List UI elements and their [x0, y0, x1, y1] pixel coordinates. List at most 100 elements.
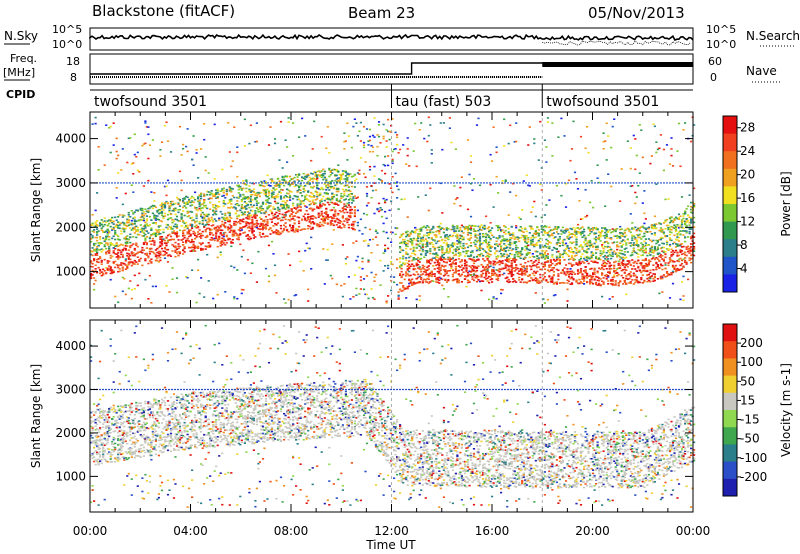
- data-cell: [365, 186, 369, 188]
- data-cell: [435, 264, 438, 267]
- data-cell: [320, 174, 323, 176]
- data-cell: [402, 144, 405, 146]
- data-cell: [584, 236, 587, 239]
- data-cell: [533, 142, 536, 145]
- data-cell: [331, 195, 334, 198]
- data-cell: [513, 254, 516, 256]
- data-cell: [112, 144, 115, 146]
- data-cell: [243, 201, 246, 203]
- data-cell: [145, 126, 148, 128]
- data-cell: [362, 144, 366, 146]
- data-cell: [91, 266, 94, 268]
- data-cell: [222, 223, 225, 226]
- data-cell: [482, 233, 485, 236]
- data-cell: [313, 203, 316, 206]
- data-cell: [132, 236, 135, 238]
- data-cell: [311, 227, 314, 230]
- data-cell: [326, 218, 329, 220]
- data-cell: [115, 157, 118, 160]
- data-cell: [536, 270, 539, 273]
- data-cell: [353, 186, 356, 188]
- data-cell: [195, 213, 198, 215]
- data-cell: [465, 250, 468, 252]
- data-cell: [509, 270, 512, 273]
- data-cell: [290, 191, 293, 193]
- data-cell: [399, 261, 402, 263]
- data-cell: [203, 123, 206, 125]
- data-cell: [292, 122, 295, 124]
- data-cell: [311, 209, 314, 212]
- data-cell: [397, 188, 400, 191]
- data-cell: [340, 284, 343, 287]
- data-cell: [313, 208, 316, 210]
- data-cell: [548, 241, 551, 244]
- data-cell: [462, 232, 465, 234]
- data-cell: [150, 250, 153, 253]
- data-cell: [148, 274, 151, 277]
- data-cell: [555, 228, 558, 231]
- data-cell: [483, 276, 486, 279]
- data-cell: [156, 231, 159, 233]
- data-cell: [382, 123, 385, 126]
- data-cell: [340, 211, 343, 213]
- data-cell: [203, 225, 206, 227]
- data-cell: [270, 178, 274, 180]
- data-cell: [453, 242, 456, 245]
- data-cell: [123, 222, 126, 224]
- data-cell: [344, 218, 347, 220]
- data-cell: [504, 264, 507, 266]
- data-cell: [584, 270, 587, 273]
- data-cell: [539, 120, 542, 123]
- data-cell: [448, 269, 451, 272]
- data-cell: [99, 236, 102, 238]
- data-cell: [156, 251, 159, 254]
- data-cell: [558, 255, 561, 257]
- data-cell: [133, 223, 136, 225]
- data-cell: [174, 245, 177, 247]
- data-cell: [237, 204, 240, 207]
- data-cell: [183, 234, 186, 237]
- data-cell: [91, 262, 94, 265]
- data-cell: [115, 245, 118, 247]
- data-cell: [166, 255, 170, 257]
- data-cell: [462, 245, 465, 247]
- data-cell: [578, 260, 581, 263]
- data-cell: [566, 235, 569, 238]
- data-cell: [94, 221, 97, 224]
- data-cell: [195, 301, 198, 304]
- data-cell: [289, 225, 292, 227]
- data-cell: [534, 292, 537, 294]
- data-cell: [105, 272, 108, 275]
- data-cell: [539, 247, 542, 249]
- data-cell: [239, 209, 242, 212]
- data-cell: [566, 268, 569, 270]
- data-cell: [207, 221, 210, 223]
- data-cell: [266, 200, 269, 202]
- data-cell: [365, 275, 369, 277]
- data-cell: [126, 245, 129, 247]
- data-cell: [240, 205, 243, 208]
- data-cell: [319, 215, 322, 217]
- data-cell: [460, 273, 463, 276]
- data-cell: [448, 256, 451, 259]
- data-cell: [218, 229, 221, 231]
- data-cell: [546, 298, 549, 301]
- data-cell: [495, 269, 498, 271]
- data-cell: [248, 188, 251, 191]
- data-cell: [115, 219, 118, 222]
- data-cell: [471, 251, 474, 254]
- data-cell: [203, 296, 206, 298]
- data-cell: [451, 228, 454, 231]
- data-cell: [527, 244, 530, 247]
- data-cell: [97, 261, 100, 264]
- data-cell: [290, 183, 293, 185]
- data-cell: [299, 203, 302, 205]
- data-cell: [570, 233, 574, 235]
- data-cell: [583, 257, 586, 260]
- data-cell: [178, 251, 182, 253]
- data-cell: [225, 216, 228, 219]
- data-cell: [457, 265, 460, 267]
- data-cell: [212, 206, 215, 208]
- data-cell: [133, 220, 136, 223]
